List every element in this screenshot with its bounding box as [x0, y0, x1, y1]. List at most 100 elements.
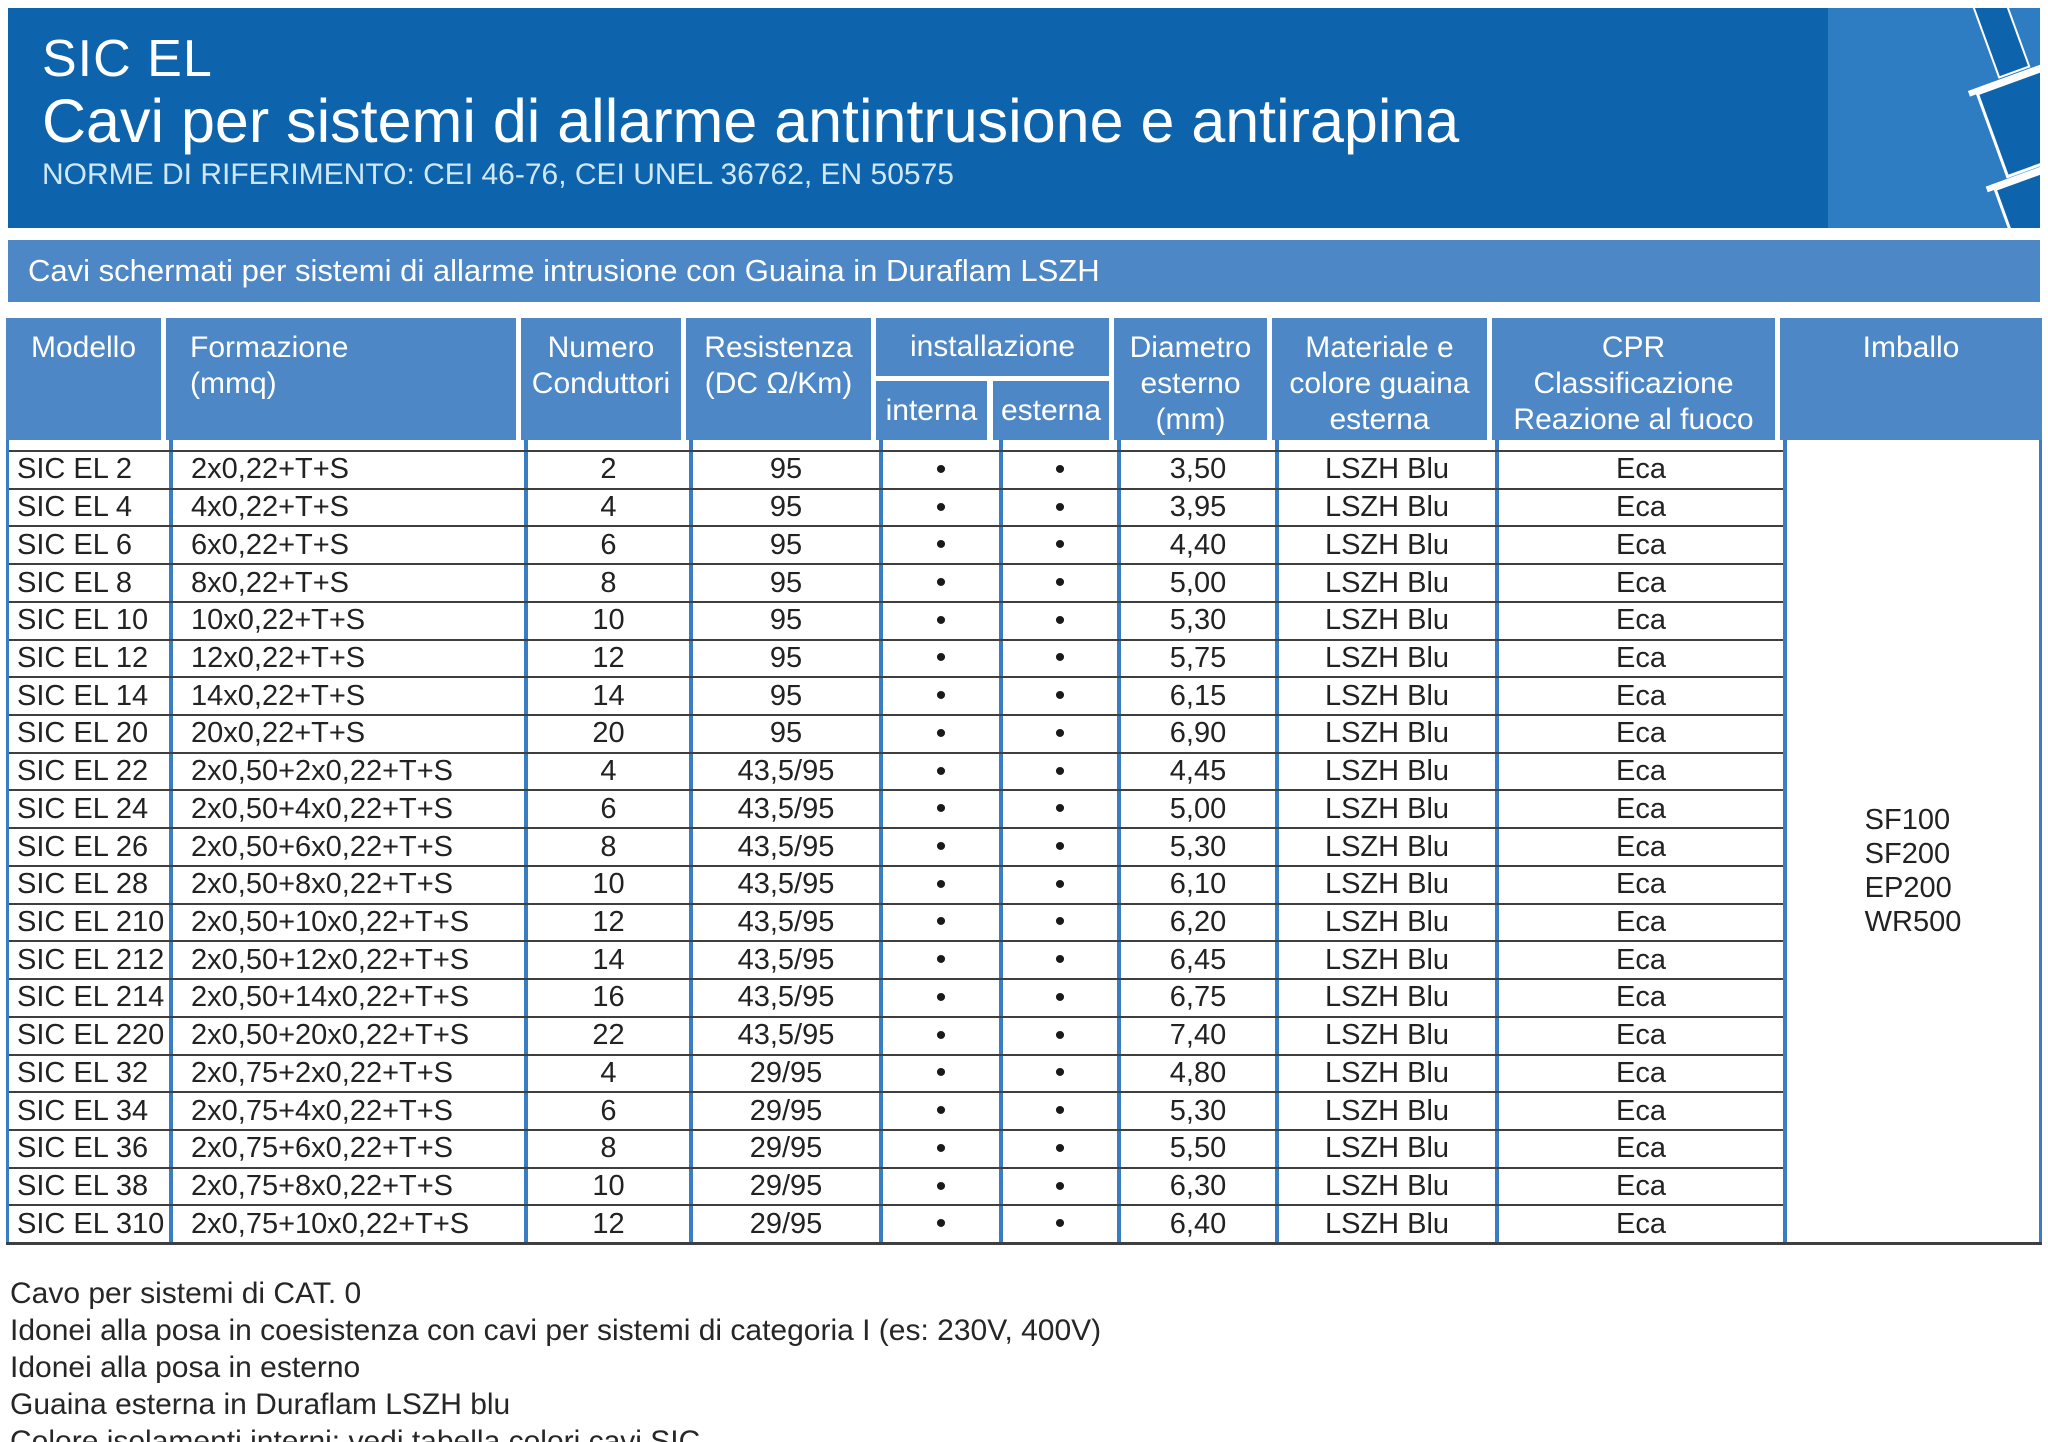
cell-diametro: 3,95 [1117, 489, 1275, 526]
cell-diametro: 6,45 [1117, 942, 1275, 979]
installazione-interna-dot: • [879, 829, 999, 865]
note-line: Idonei alla posa in coesistenza con cavi… [10, 1314, 1102, 1347]
cell-cpr: Eca [1495, 753, 1783, 790]
col-header-installazione: installazione [876, 318, 1109, 376]
cell-resistenza [689, 440, 879, 450]
col-header-resistenza: Resistenza (DC Ω/Km) [686, 318, 876, 440]
cell-modello: SIC EL 212 [17, 943, 165, 976]
table-row: SIC EL 36 2x0,75+6x0,22+T+S 8 29/95 • • 5,50 LS… [9, 1130, 1783, 1169]
table-row: SIC EL 2 2x0,22+T+S 2 95 • • 3,50 LSZH Blu Eca [9, 452, 1783, 490]
cell-guaina: LSZH Blu [1275, 829, 1495, 865]
table-row: SIC EL 4 4x0,22+T+S 4 95 • • 3,95 LSZH Blu Eca [9, 489, 1783, 528]
table-row: SIC EL 38 2x0,75+8x0,22+T+S 10 29/95 • • 6,30 L… [9, 1168, 1783, 1207]
cell-numero-conduttori: 20 [524, 716, 689, 752]
cell-resistenza: 95 [689, 640, 879, 677]
cell-resistenza: 95 [689, 565, 879, 601]
cell-formazione: 2x0,75+4x0,22+T+S [169, 1093, 524, 1129]
cell-formazione: 12x0,22+T+S [169, 640, 524, 677]
page-title: Cavi per sistemi di allarme antintrusion… [42, 87, 1460, 155]
cell-guaina: LSZH Blu [1275, 1168, 1495, 1205]
table-row: SIC EL 8 8x0,22+T+S 8 95 • • 5,00 LSZH Blu Eca [9, 565, 1783, 603]
cell-cpr: Eca [1495, 829, 1783, 865]
imballo-merged-cell: SF100 SF200 EP200 WR500 [1783, 440, 2042, 1242]
cell-cpr [1495, 440, 1783, 450]
installazione-esterna-dot: • [999, 866, 1117, 903]
cell-resistenza: 29/95 [689, 1055, 879, 1092]
imballo-line: SF100 [1864, 804, 1951, 836]
installazione-interna-dot: • [879, 980, 999, 1016]
cell-modello: SIC EL 12 [17, 641, 149, 674]
table-row: SIC EL 14 14x0,22+T+S 14 95 • • 6,15 LSZH Blu Ec… [9, 678, 1783, 717]
installazione-interna-dot: • [879, 602, 999, 639]
cell-diametro: 6,40 [1117, 1206, 1275, 1243]
installazione-interna-dot: • [879, 942, 999, 979]
cell-cpr: Eca [1495, 565, 1783, 601]
installazione-interna-dot: • [879, 678, 999, 715]
installazione-esterna-dot: • [999, 452, 1117, 488]
cell-modello: SIC EL 28 [17, 868, 149, 901]
cell-guaina: LSZH Blu [1275, 527, 1495, 564]
cell-modello: SIC EL 6 [17, 528, 132, 561]
cell-guaina: LSZH Blu [1275, 942, 1495, 979]
cell-formazione: 4x0,22+T+S [169, 489, 524, 526]
cell-cpr: Eca [1495, 791, 1783, 828]
installazione-esterna-dot: • [999, 904, 1117, 941]
cell-resistenza: 43,5/95 [689, 866, 879, 903]
cell-formazione: 2x0,75+2x0,22+T+S [169, 1055, 524, 1092]
table-row: SIC EL 34 2x0,75+4x0,22+T+S 6 29/95 • • 5,30 LS… [9, 1093, 1783, 1131]
imballo-packaging-list: SF100 SF200 EP200 WR500 [1865, 803, 1962, 939]
table-row: SIC EL 6 6x0,22+T+S 6 95 • • 4,40 LSZH Blu Eca [9, 527, 1783, 566]
col-header-imballo: Imballo [1780, 318, 2042, 440]
installazione-interna-dot: • [879, 1206, 999, 1243]
cell-modello: SIC EL 210 [17, 905, 165, 938]
cell-modello [9, 440, 169, 450]
installazione-interna-dot: • [879, 1093, 999, 1129]
cell-formazione: 2x0,50+14x0,22+T+S [169, 980, 524, 1016]
installazione-esterna-dot: • [999, 640, 1117, 677]
cell-numero-conduttori: 2 [524, 452, 689, 488]
cell-formazione: 2x0,50+4x0,22+T+S [169, 791, 524, 828]
cell-modello: SIC EL 24 [17, 792, 149, 825]
cell-numero-conduttori: 6 [524, 791, 689, 828]
cell-resistenza: 43,5/95 [689, 791, 879, 828]
cell-guaina: LSZH Blu [1275, 602, 1495, 639]
installazione-interna-dot: • [879, 866, 999, 903]
cell-cpr: Eca [1495, 866, 1783, 903]
cell-formazione: 2x0,50+20x0,22+T+S [169, 1017, 524, 1054]
cell-formazione: 20x0,22+T+S [169, 716, 524, 752]
cell-diametro: 6,20 [1117, 904, 1275, 941]
footer-notes: Cavo per sistemi di CAT. 0 Idonei alla po… [10, 1275, 2048, 1442]
installazione-interna-dot: • [879, 1130, 999, 1167]
cell-modello: SIC EL 38 [17, 1170, 149, 1203]
section-banner: Cavi schermati per sistemi di allarme in… [8, 240, 2040, 302]
installazione-interna-dot: • [879, 640, 999, 677]
note-line: Guaina esterna in Duraflam LSZH blu [10, 1388, 511, 1421]
cell-cpr: Eca [1495, 1093, 1783, 1129]
cell-formazione: 2x0,50+12x0,22+T+S [169, 942, 524, 979]
cell-cpr: Eca [1495, 1055, 1783, 1092]
installazione-interna-dot: • [879, 904, 999, 941]
cell-resistenza: 43,5/95 [689, 980, 879, 1016]
installazione-esterna-dot: • [999, 829, 1117, 865]
installazione-esterna-dot: • [999, 1055, 1117, 1092]
installazione-interna-dot: • [879, 1168, 999, 1205]
cell-modello: SIC EL 32 [17, 1056, 149, 1089]
installazione-interna-dot: • [879, 1055, 999, 1092]
cell-modello: SIC EL 14 [17, 679, 149, 712]
table-row: SIC EL 20 20x0,22+T+S 20 95 • • 6,90 LSZH Blu Ec… [9, 716, 1783, 754]
cell-numero-conduttori: 10 [524, 1168, 689, 1205]
cell-guaina: LSZH Blu [1275, 791, 1495, 828]
table-row: SIC EL 28 2x0,50+8x0,22+T+S 10 43,5/95 • • 6,1… [9, 866, 1783, 905]
col-header-esterna: esterna [993, 381, 1109, 440]
table-row: SIC EL 210 2x0,50+10x0,22+T+S 12 43,5/95 • • 6… [9, 904, 1783, 943]
col-header-diametro: Diametro esterno (mm) [1114, 318, 1272, 440]
installazione-esterna-dot: • [999, 753, 1117, 790]
cell-numero-conduttori: 8 [524, 565, 689, 601]
installazione-esterna-dot: • [999, 602, 1117, 639]
cell-modello: SIC EL 10 [17, 604, 149, 637]
cell-guaina: LSZH Blu [1275, 452, 1495, 488]
col-header-installazione-group: installazione interna esterna [876, 318, 1114, 440]
cell-guaina: LSZH Blu [1275, 866, 1495, 903]
cell-numero-conduttori: 12 [524, 640, 689, 677]
cable-icon [1828, 0, 2048, 389]
